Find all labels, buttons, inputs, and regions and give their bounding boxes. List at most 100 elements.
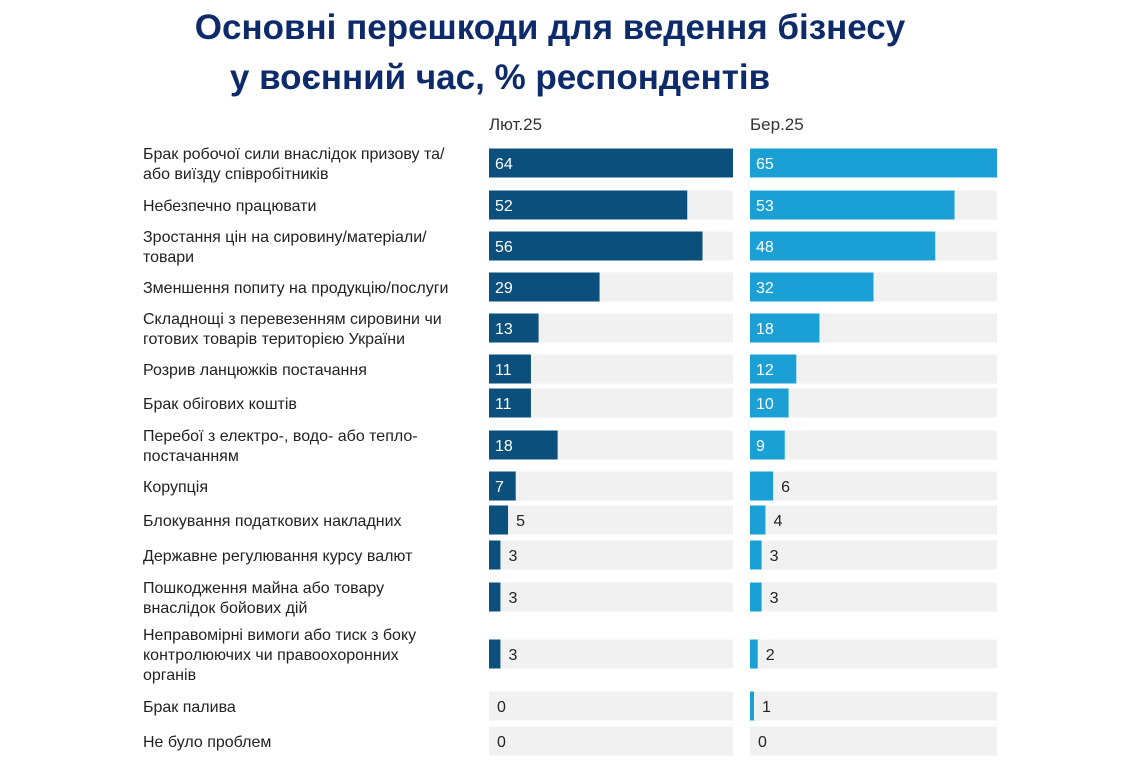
bar-track [489,639,733,669]
bar-track [489,582,733,612]
category-label-line: Не було проблем [143,734,271,751]
data-label: 0 [497,734,506,751]
category-label: Корупція [143,479,208,496]
bar [750,471,774,501]
bar [489,313,539,343]
bar-track [750,388,997,418]
data-label: 3 [770,590,779,607]
data-label: 53 [756,198,774,215]
data-label: 2 [766,647,775,664]
category-label: Розрив ланцюжків постачання [143,362,367,379]
category-label: Зменшення попиту на продукцію/послуги [143,280,449,297]
category-label: Брак робочої сили внаслідок призову та/а… [143,146,445,183]
data-label: 1 [762,699,771,716]
category-label-line: Пошкодження майна або товару [143,580,384,597]
bar [750,313,820,343]
data-label: 7 [495,479,504,496]
category-label: Брак обігових коштів [143,396,297,413]
category-label-line: контролюючих чи правоохоронних [143,647,399,664]
data-label: 10 [756,396,774,413]
data-label: 64 [495,156,513,173]
category-label-line: або виїзду співробітників [143,166,328,183]
category-label: Небезпечно працювати [143,198,316,215]
category-label: Блокування податкових накладних [143,513,402,530]
data-label: 11 [495,362,512,379]
category-label: Неправомірні вимоги або тиск з боку контр… [143,627,416,684]
category-label: Зростання цін на сировину/матеріали/това… [143,229,427,266]
data-label: 3 [770,548,779,565]
bar [489,231,703,261]
category-label-line: Державне регулювання курсу валют [143,548,413,565]
category-label: Не було проблем [143,734,271,751]
bar-track [489,726,733,756]
bar [750,388,789,418]
bar [750,505,766,535]
category-label-line: Розрив ланцюжків постачання [143,362,367,379]
bar-track [750,639,997,669]
bar [750,190,955,220]
category-label-line: органів [143,667,196,684]
data-label: 9 [756,438,765,455]
data-label: 0 [497,699,506,716]
bar-track [489,505,733,535]
bar [489,505,509,535]
chart-title-line1: Основні перешкоди для ведення бізнесу [194,8,906,47]
category-label: Пошкодження майна або товару внаслідок бо… [143,580,384,617]
bar-track [489,471,733,501]
category-label: Складнощі з перевезенням сировини чи гото… [143,311,442,348]
data-label: 29 [495,280,513,297]
category-label-line: Небезпечно працювати [143,198,316,215]
data-label: 52 [495,198,513,215]
category-label-line: Зменшення попиту на продукцію/послуги [143,280,449,297]
bar [489,471,516,501]
bar-track [489,540,733,570]
data-label: 13 [495,321,513,338]
data-label: 18 [495,438,513,455]
data-label: 6 [781,479,790,496]
bar [750,540,762,570]
bar-track [750,726,997,756]
category-label-line: внаслідок бойових дій [143,600,307,617]
bar [489,540,501,570]
category-label-line: товари [143,249,194,266]
bar-track [750,505,997,535]
bar [489,430,558,460]
data-label: 3 [508,590,517,607]
bar-track [750,430,997,460]
category-label-line: Неправомірні вимоги або тиск з боку [143,627,416,644]
bar [750,148,997,178]
data-label: 0 [758,734,767,751]
bar [750,582,762,612]
category-label-line: Корупція [143,479,208,496]
bar [750,231,936,261]
data-label: 65 [756,156,774,173]
category-label-line: Блокування податкових накладних [143,513,402,530]
bar [750,639,758,669]
category-label-line: Перебої з електро-, водо- або тепло- [143,428,418,445]
data-label: 48 [756,239,774,256]
bar [489,148,733,178]
bar-track [750,540,997,570]
data-label: 3 [508,548,517,565]
category-label-line: Зростання цін на сировину/матеріали/ [143,229,427,246]
category-label-line: постачанням [143,448,239,465]
bar-track [750,691,997,721]
data-label: 32 [756,280,774,297]
bar-track [750,471,997,501]
bar [750,354,797,384]
series-header-mar25: Бер.25 [750,115,804,134]
bar [489,272,600,302]
data-label: 11 [495,396,512,413]
bar [750,430,785,460]
category-label: Перебої з електро-, водо- або тепло-пост… [143,428,418,465]
category-label-line: Брак палива [143,699,236,716]
category-label-line: готових товарів територією України [143,331,405,348]
data-label: 5 [516,513,525,530]
category-label-line: Складнощі з перевезенням сировини чи [143,311,442,328]
bar [489,639,501,669]
bar [489,582,501,612]
category-label-line: Брак робочої сили внаслідок призову та/ [143,146,445,163]
category-label-line: Брак обігових коштів [143,396,297,413]
data-label: 56 [495,239,513,256]
